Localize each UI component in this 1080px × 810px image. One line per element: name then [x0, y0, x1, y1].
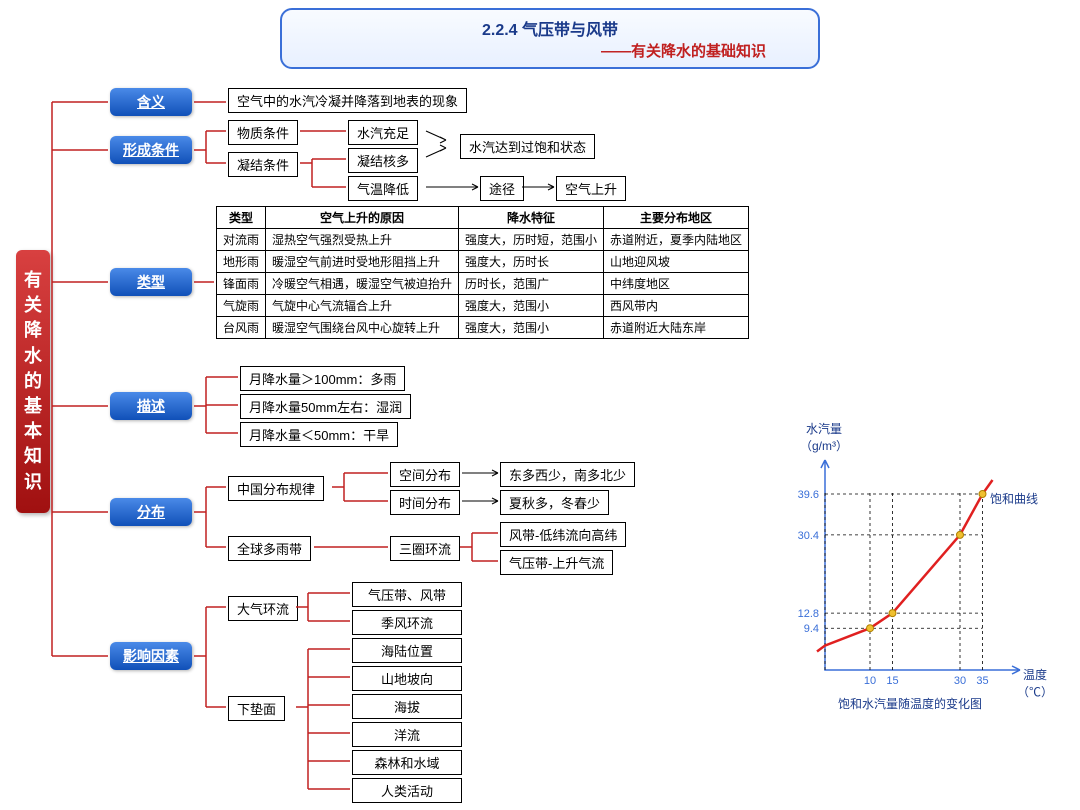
node-global: 全球多雨带	[228, 536, 311, 561]
node-f6: 洋流	[352, 722, 462, 747]
title-main: 2.2.4 气压带与风带	[294, 16, 806, 40]
node-atm: 大气环流	[228, 596, 298, 621]
svg-text:12.8: 12.8	[798, 608, 819, 620]
node-temp: 气温降低	[348, 176, 418, 201]
node-f2: 季风环流	[352, 610, 462, 635]
title-box: 2.2.4 气压带与风带 ——有关降水的基础知识	[280, 8, 820, 69]
svg-text:30: 30	[954, 675, 966, 687]
node-season: 夏秋多，冬春少	[500, 490, 609, 515]
cat-description: 描述	[110, 392, 192, 420]
node-path: 途径	[480, 176, 524, 201]
node-desc-humid: 月降水量50mm左右：湿润	[240, 394, 411, 419]
node-material-cond: 物质条件	[228, 120, 298, 145]
svg-text:35: 35	[976, 675, 988, 687]
node-f5: 海拔	[352, 694, 462, 719]
node-condense-cond: 凝结条件	[228, 152, 298, 177]
cat-conditions: 形成条件	[110, 136, 192, 164]
node-time: 时间分布	[390, 490, 460, 515]
node-press: 气压带-上升气流	[500, 550, 613, 575]
cat-distribution: 分布	[110, 498, 192, 526]
node-f3: 海陆位置	[352, 638, 462, 663]
spine-label: 有关降水的基本知识	[16, 250, 50, 513]
node-surf: 下垫面	[228, 696, 285, 721]
node-f8: 人类活动	[352, 778, 462, 803]
node-wind: 风带-低纬流向高纬	[500, 522, 626, 547]
saturation-chart: 9.412.830.439.610153035 水汽量 （g/m³） 温度（℃）…	[740, 440, 1060, 720]
node-definition: 空气中的水汽冷凝并降落到地表的现象	[228, 88, 467, 113]
title-sub: ——有关降水的基础知识	[294, 40, 806, 61]
svg-text:10: 10	[864, 675, 876, 687]
chart-curve-label: 饱和曲线	[990, 490, 1038, 507]
cat-meaning: 含义	[110, 88, 192, 116]
node-f1: 气压带、风带	[352, 582, 462, 607]
node-space: 空间分布	[390, 462, 460, 487]
svg-text:9.4: 9.4	[804, 623, 819, 635]
chart-caption: 饱和水汽量随温度的变化图	[790, 695, 1030, 712]
chart-ylabel: 水汽量 （g/m³）	[800, 420, 848, 454]
node-circ: 三圈环流	[390, 536, 460, 561]
node-f4: 山地坡向	[352, 666, 462, 691]
node-nuclei: 凝结核多	[348, 148, 418, 173]
node-ew: 东多西少，南多北少	[500, 462, 635, 487]
node-desc-arid: 月降水量＜50mm：干旱	[240, 422, 398, 447]
node-vapor: 水汽充足	[348, 120, 418, 145]
svg-text:39.6: 39.6	[798, 489, 819, 501]
node-desc-rainy: 月降水量＞100mm：多雨	[240, 366, 405, 391]
node-saturation: 水汽达到过饱和状态	[460, 134, 595, 159]
node-rise: 空气上升	[556, 176, 626, 201]
cat-types: 类型	[110, 268, 192, 296]
types-table: 类型空气上升的原因降水特征主要分布地区 对流雨湿热空气强烈受热上升强度大，历时短…	[216, 206, 749, 339]
svg-text:30.4: 30.4	[798, 530, 819, 542]
svg-text:15: 15	[886, 675, 898, 687]
node-china: 中国分布规律	[228, 476, 324, 501]
cat-factors: 影响因素	[110, 642, 192, 670]
node-f7: 森林和水域	[352, 750, 462, 775]
